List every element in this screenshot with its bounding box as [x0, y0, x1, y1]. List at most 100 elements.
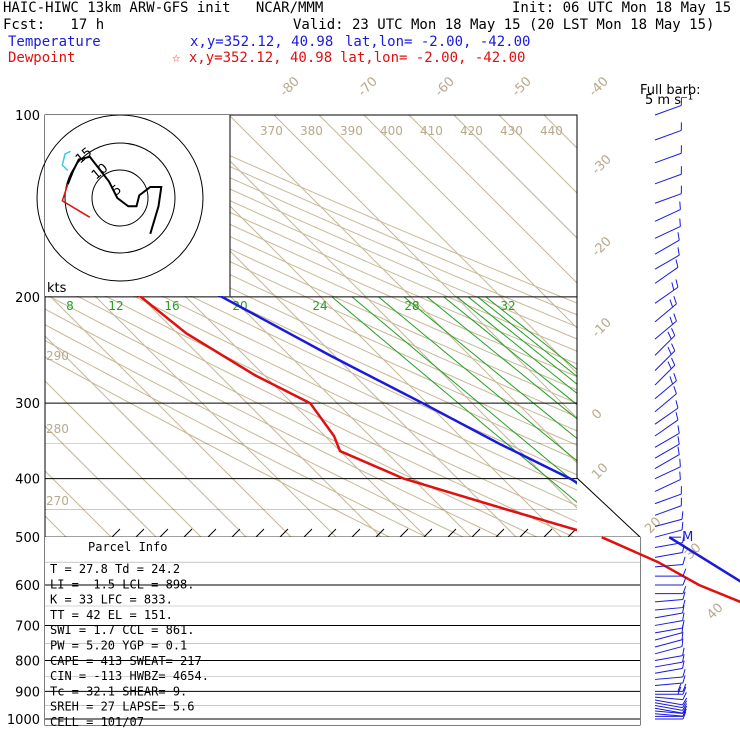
- theta-label: 430: [500, 124, 523, 138]
- barb-flag: [669, 376, 674, 385]
- mixing-ratio-dashed-line: [636, 537, 740, 732]
- isobar-lines-lower: [45, 561, 640, 720]
- barb-staff: [654, 699, 683, 706]
- wind-barb: [654, 446, 680, 470]
- parcel-row: CIN = -113 HWBZ= 4654.: [50, 669, 209, 683]
- isotherm-line: [228, 115, 577, 464]
- barb-staff: [654, 226, 681, 239]
- tropopause-hash: [351, 528, 361, 538]
- pressure-axis-labels: 100 200 300 400 500 600 700 800 900 1000: [7, 109, 40, 728]
- barb-staff: [654, 612, 683, 619]
- wind-barb: [654, 521, 684, 538]
- barb-flag: [677, 425, 680, 434]
- barb-staff: [654, 563, 683, 568]
- hodograph-trace: [66, 155, 163, 235]
- barb-flag: [682, 711, 687, 720]
- barb-staff: [654, 286, 679, 304]
- theta-label: 410: [420, 124, 443, 138]
- parcel-info-box: Parcel Info T = 27.8 Td = 24.2LI = -1.5 …: [45, 537, 640, 729]
- isotherm-line: [453, 115, 577, 239]
- barb-staff: [654, 702, 683, 709]
- barb-flag: [679, 458, 681, 467]
- isotherm-label: -50: [509, 74, 535, 100]
- tropopause-hash: [231, 528, 241, 538]
- barb-flag: [677, 686, 682, 695]
- mixing-ratio-label: 8: [66, 299, 74, 313]
- mixing-ratio-dashed-line: [730, 537, 740, 732]
- parcel-row: TT = 42 EL = 151.: [50, 608, 173, 622]
- tropopause-hash: [495, 528, 505, 538]
- dewpoint-legend: Dewpoint: [8, 50, 76, 66]
- wind-barb: [654, 412, 679, 437]
- barb-staff: [654, 529, 683, 538]
- tropopause-hash: [543, 528, 553, 538]
- barb-flag: [682, 620, 685, 629]
- theta-label: 440: [540, 124, 563, 138]
- barb-staff: [654, 104, 682, 116]
- barb-flag: [682, 708, 687, 717]
- wind-barb: [654, 708, 687, 717]
- dry-adiabat-line: [45, 209, 577, 461]
- tropopause-hash: [207, 528, 217, 538]
- wind-barb: [654, 703, 688, 711]
- barb-flag: [682, 544, 685, 553]
- pressure-label-900: 900: [15, 685, 40, 700]
- dry-adiabat-line: [45, 250, 577, 507]
- parcel-row: PW = 5.20 YGP = 0.1: [50, 639, 187, 653]
- barb-flag: [681, 638, 684, 647]
- pressure-label-800: 800: [15, 654, 40, 669]
- hodograph-ring-5: [91, 169, 149, 227]
- barb-flag: [671, 282, 675, 291]
- isotherm-label: -40: [586, 74, 612, 100]
- barb-staff: [654, 479, 681, 492]
- barb-staff: [654, 598, 683, 603]
- barb-staff: [654, 542, 683, 548]
- barb-staff: [654, 393, 677, 413]
- parcel-row: T = 27.8 Td = 24.2: [50, 562, 180, 576]
- wind-barb: [654, 692, 687, 701]
- wind-barb: [655, 568, 687, 577]
- barb-flag: [682, 534, 685, 543]
- tropopause-hash: [423, 528, 433, 538]
- mixing-ratio-line: [351, 296, 577, 485]
- wind-barb: [654, 697, 688, 706]
- dry-adiabat-line: [45, 236, 577, 491]
- barb-flag: [671, 357, 676, 366]
- barb-staff: [654, 682, 683, 686]
- parcel-row: LI = -1.5 LCL = 898.: [50, 577, 195, 591]
- wind-barb: [654, 296, 677, 323]
- barb-flag: [682, 683, 687, 692]
- isotherm-label: 0: [589, 406, 605, 422]
- barb-flag: [682, 591, 686, 600]
- tropopause-hash: [303, 528, 313, 538]
- mixing-ratio-dashed-line: [687, 537, 740, 732]
- mixing-ratio-line: [378, 296, 577, 462]
- wind-barb: [654, 534, 685, 548]
- pressure-label-500: 500: [15, 531, 40, 546]
- barb-flag: [682, 577, 687, 586]
- barb-flag: [682, 706, 688, 714]
- barb-staff: [654, 639, 683, 648]
- barb-flag: [673, 296, 677, 304]
- barb-staff: [654, 239, 680, 255]
- mixing-ratio-line: [403, 296, 577, 440]
- wind-barb: [654, 218, 681, 239]
- wind-barb: [654, 486, 682, 505]
- wind-barb: [654, 232, 680, 255]
- wind-barb: [655, 577, 687, 586]
- wind-barb: [654, 259, 679, 284]
- barb-flag: [682, 647, 685, 656]
- barb-flag: [671, 343, 676, 352]
- dry-adiabat-line: [45, 197, 577, 446]
- barb-staff: [654, 667, 683, 674]
- barb-staff: [654, 466, 681, 480]
- barb-staff: [654, 266, 679, 284]
- pressure-label-400: 400: [15, 473, 40, 488]
- barb-staff: [654, 505, 682, 516]
- barb-staff: [654, 710, 683, 714]
- pressure-label-1000: 1000: [7, 713, 40, 728]
- wind-barb: [654, 343, 676, 371]
- barb-staff: [654, 705, 683, 711]
- mixing-ratio-label: 24: [312, 299, 327, 313]
